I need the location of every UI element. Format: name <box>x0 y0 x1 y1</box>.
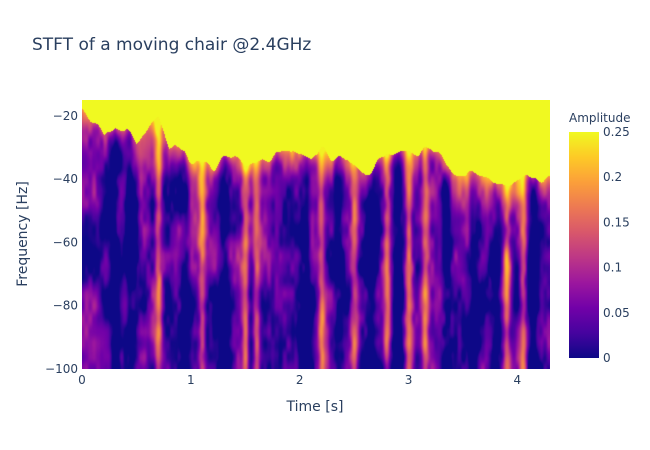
chart-title: STFT of a moving chair @2.4GHz <box>32 35 311 55</box>
y-axis-ticks: −20 −40 −60 −80 −100 <box>45 109 78 376</box>
colorbar-title: Amplitude <box>569 111 631 125</box>
y-tick-label: −40 <box>53 172 78 186</box>
x-axis-title: Time [s] <box>286 399 344 415</box>
plot-area <box>82 100 550 369</box>
y-tick-label: −60 <box>53 235 78 249</box>
colorbar-tick-label: 0.05 <box>603 306 630 320</box>
colorbar-tick-label: 0.1 <box>603 261 622 275</box>
y-tick-label: −80 <box>53 299 78 313</box>
heatmap-image <box>82 100 550 369</box>
colorbar-gradient <box>569 132 599 358</box>
colorbar-tick-label: 0.25 <box>603 125 630 139</box>
x-tick-label: 0 <box>78 373 86 387</box>
x-tick-label: 3 <box>405 373 413 387</box>
x-tick-label: 1 <box>187 373 195 387</box>
x-axis-ticks: 0 1 2 3 4 <box>78 373 521 387</box>
y-tick-label: −20 <box>53 109 78 123</box>
colorbar-tick-label: 0.15 <box>603 215 630 229</box>
colorbar-tick-label: 0 <box>603 351 611 365</box>
colorbar: 0 0.05 0.1 0.15 0.2 0.25 <box>569 125 630 365</box>
y-tick-label: −100 <box>45 362 78 376</box>
x-tick-label: 4 <box>514 373 522 387</box>
y-axis-title: Frequency [Hz] <box>15 181 31 287</box>
x-tick-label: 2 <box>296 373 304 387</box>
colorbar-tick-label: 0.2 <box>603 170 622 184</box>
